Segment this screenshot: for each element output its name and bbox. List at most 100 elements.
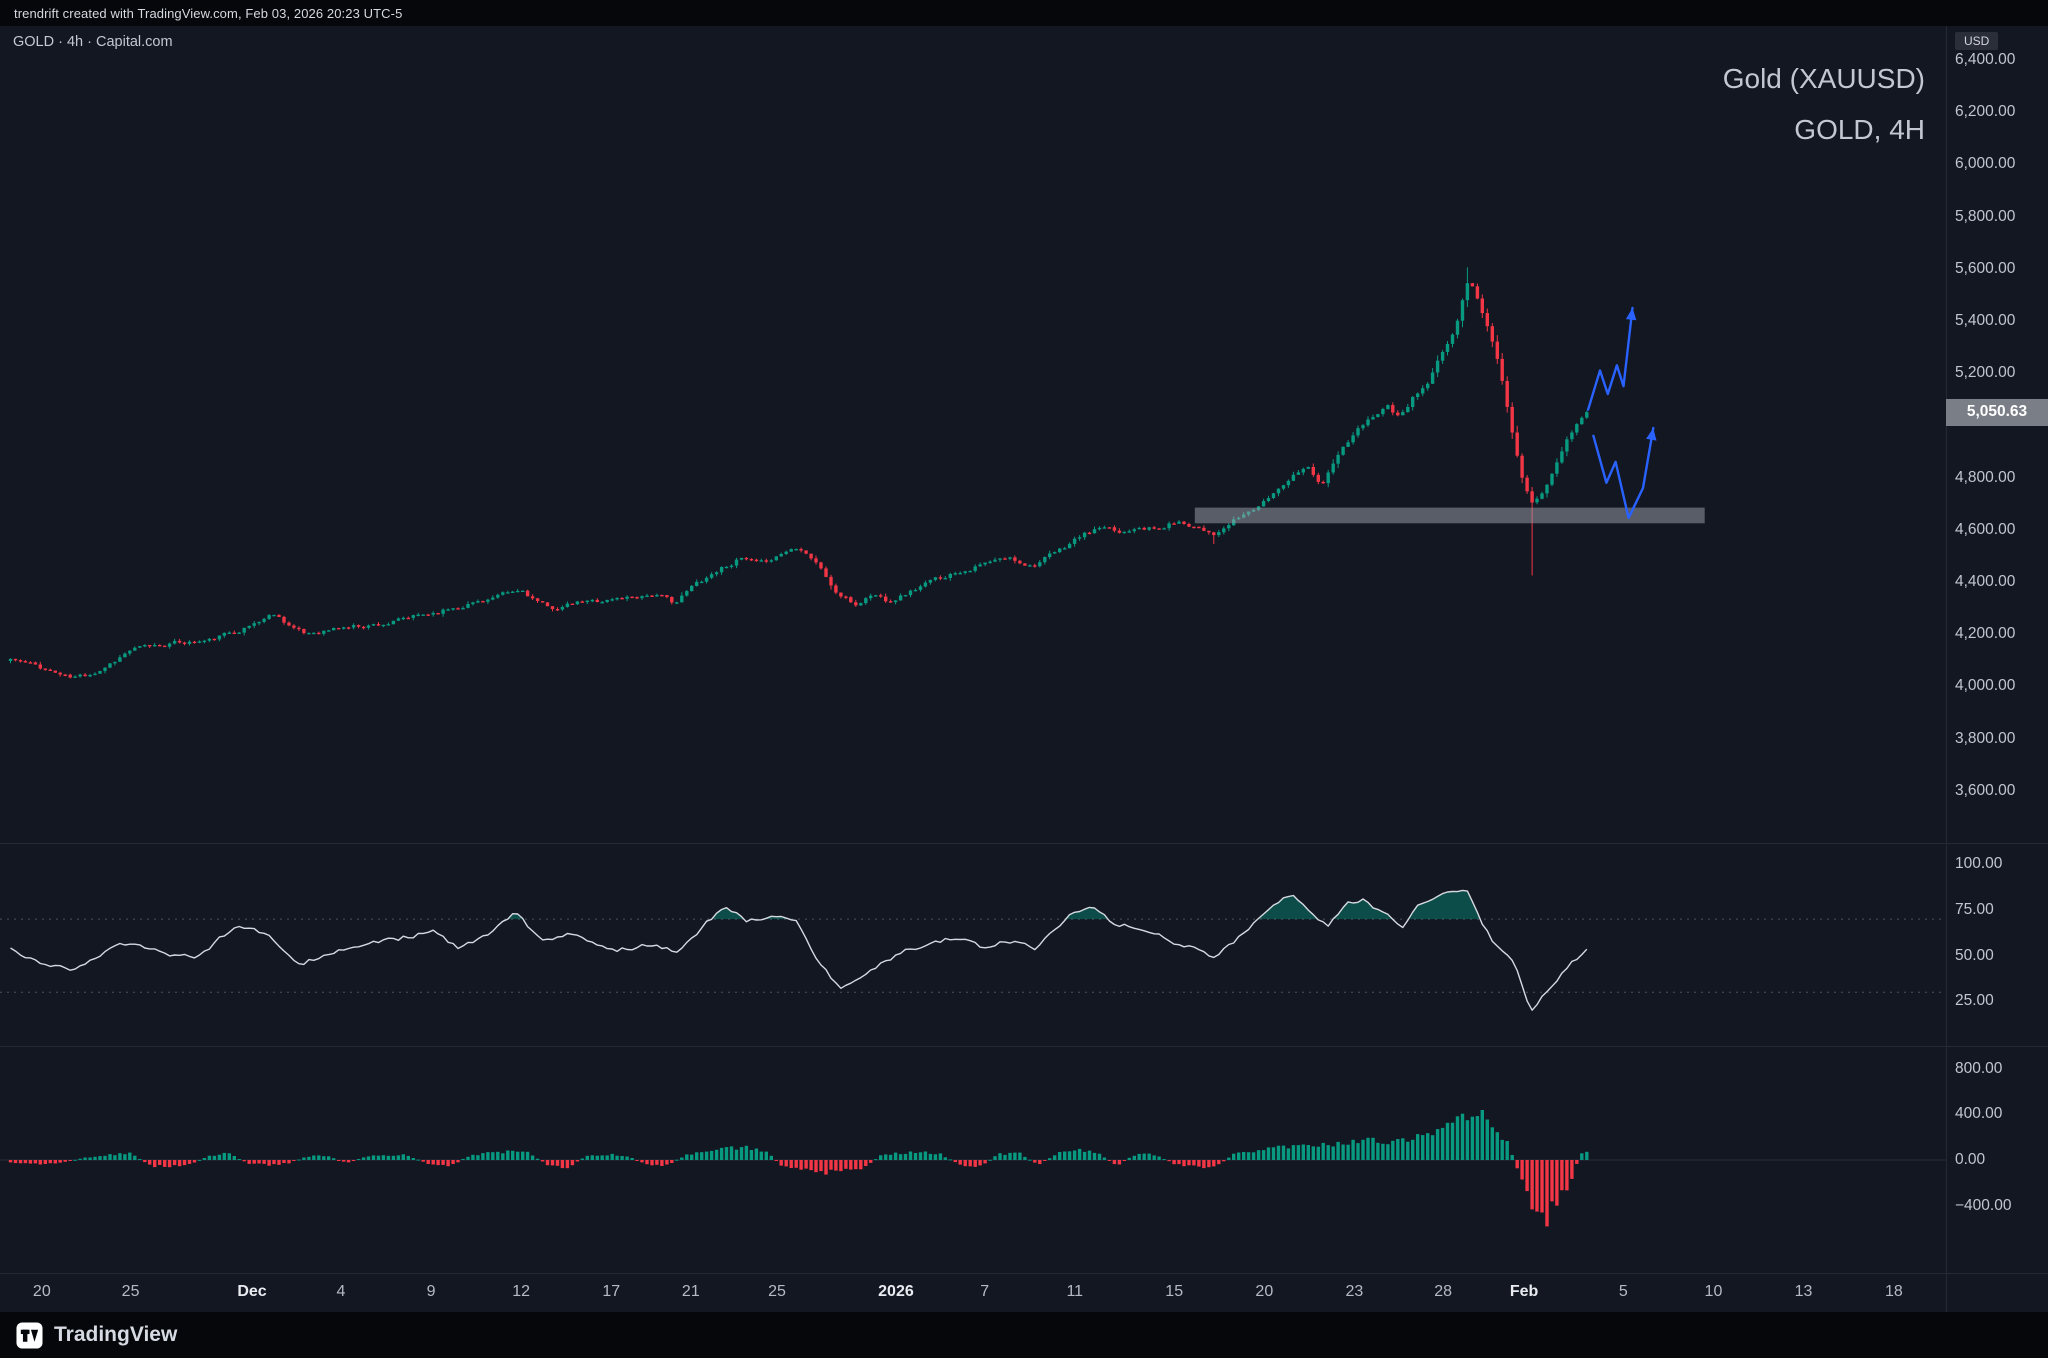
candle-body: [923, 582, 928, 587]
candle-body: [63, 674, 67, 676]
candle-body: [680, 595, 684, 603]
histogram-bar: [356, 1159, 361, 1160]
histogram-bar: [525, 1151, 530, 1160]
histogram-bar: [824, 1160, 828, 1175]
candle-body: [1440, 352, 1445, 361]
candle-body: [1227, 525, 1231, 529]
candle-body: [1296, 472, 1301, 475]
histogram-bar: [550, 1160, 555, 1166]
histogram-bar: [859, 1160, 863, 1170]
histogram-bar: [1381, 1143, 1385, 1160]
histogram-bar: [222, 1152, 226, 1160]
histogram-bar: [884, 1154, 888, 1160]
price-tick-label: 3,800.00: [1955, 729, 2016, 747]
projection-path: [1586, 306, 1634, 411]
candle-body: [391, 620, 396, 625]
histogram-bar: [1435, 1129, 1440, 1160]
time-axis[interactable]: 20 25 Dec 4 9 12 17 21 25 2026 7 11 15 20 23 28 Feb 5 10 13…: [0, 1273, 1946, 1312]
histogram-bar: [1107, 1160, 1112, 1161]
histogram-bar: [1450, 1122, 1455, 1160]
candle-body: [431, 613, 435, 615]
histogram-bar: [530, 1155, 535, 1160]
histogram-bar: [38, 1160, 42, 1165]
histogram-bar: [1217, 1160, 1221, 1165]
candle-body: [58, 672, 62, 675]
histogram-bar: [1082, 1151, 1087, 1160]
candle-body: [1391, 405, 1395, 413]
candle-body: [530, 596, 535, 599]
histogram-bar: [535, 1158, 540, 1160]
histogram-series[interactable]: [8, 1110, 1589, 1227]
histogram-bar: [1475, 1116, 1480, 1160]
candle-body: [257, 621, 261, 624]
histogram-bar: [1028, 1159, 1032, 1161]
histogram-bar: [28, 1160, 33, 1164]
histogram-bar: [148, 1160, 152, 1165]
candle-body: [297, 627, 301, 630]
histogram-bar: [1018, 1152, 1022, 1160]
tradingview-logo-icon[interactable]: [16, 1321, 43, 1349]
candle-body: [1222, 528, 1226, 533]
price-axis[interactable]: USD 5,050.63 6,400.00 6,200.00 6,000.00 5,8…: [1946, 26, 2048, 1312]
histogram-bar: [133, 1155, 137, 1160]
candle-body: [690, 585, 694, 592]
histogram-bar: [406, 1155, 410, 1160]
histogram-bar: [23, 1160, 28, 1164]
logo-v: [30, 1329, 39, 1342]
histogram-bar: [237, 1159, 241, 1160]
candle-body: [963, 571, 967, 573]
candle-body: [1580, 417, 1584, 425]
histogram-bar: [73, 1159, 77, 1161]
candle-body: [486, 599, 490, 602]
histogram-bar: [1500, 1139, 1504, 1160]
histogram-bar: [1296, 1145, 1301, 1160]
chart-area[interactable]: Gold (XAUUSD) GOLD, 4H GOLD · 4h · Capit…: [0, 26, 2048, 1312]
histogram-bar: [700, 1152, 704, 1160]
candlestick-series[interactable]: [8, 267, 1589, 679]
candle-body: [545, 602, 550, 607]
candle-body: [1530, 491, 1534, 503]
price-tick-label: 5,600.00: [1955, 259, 2016, 277]
histogram-bar: [585, 1155, 589, 1160]
projection-arrow-drawing[interactable]: [1586, 306, 1637, 411]
candle-body: [898, 595, 903, 601]
candle-body: [506, 592, 510, 594]
price-tick-label: 50.00: [1955, 946, 1994, 964]
histogram-bar: [908, 1151, 913, 1160]
histogram-bar: [1361, 1139, 1365, 1160]
candle-body: [371, 624, 376, 626]
candle-body: [1187, 524, 1191, 527]
attribution-text: trendrift created with TradingView.com, …: [14, 5, 403, 21]
histogram-bar: [282, 1160, 286, 1163]
histogram-bar: [476, 1155, 480, 1160]
histogram-bar: [1316, 1146, 1320, 1160]
candle-body: [660, 595, 664, 597]
histogram-bar: [670, 1160, 674, 1163]
candle-body: [177, 640, 182, 643]
tradingview-wordmark[interactable]: TradingView: [54, 1323, 178, 1346]
candle-body: [1455, 320, 1460, 335]
histogram-bar: [834, 1160, 838, 1171]
histogram-bar: [93, 1156, 97, 1160]
histogram-bar: [366, 1156, 371, 1160]
projection-arrow-drawing[interactable]: [1592, 426, 1657, 520]
candle-body: [1048, 553, 1052, 557]
histogram-bar: [232, 1156, 236, 1160]
candle-body: [685, 591, 689, 596]
histogram-bar: [1127, 1157, 1131, 1160]
histogram-bar: [1301, 1144, 1305, 1160]
symbol-info-label[interactable]: GOLD · 4h · Capital.com: [13, 34, 173, 50]
time-tick-label: 11: [1066, 1283, 1084, 1300]
candle-body: [252, 623, 256, 626]
candle-body: [869, 595, 873, 599]
candle-body: [98, 671, 102, 674]
histogram-bar: [163, 1160, 167, 1167]
histogram-bar: [516, 1151, 520, 1160]
histogram-bar: [1540, 1160, 1544, 1213]
chart-canvas[interactable]: [0, 26, 2048, 1312]
support-zone-drawing[interactable]: [1194, 507, 1705, 524]
histogram-bar: [1013, 1152, 1017, 1160]
histogram-bar: [774, 1160, 778, 1161]
histogram-bar: [1033, 1160, 1037, 1163]
